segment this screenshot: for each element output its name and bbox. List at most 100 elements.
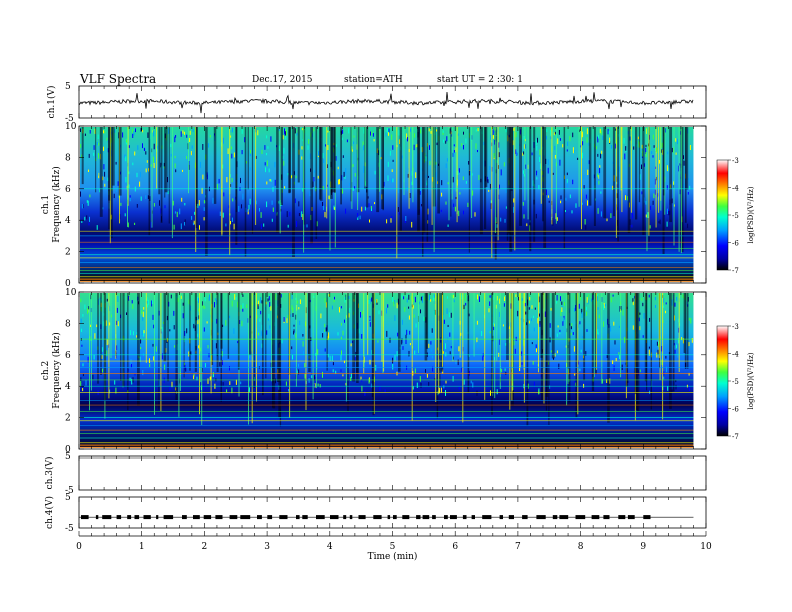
spectrogram-speckle	[247, 209, 249, 212]
spectrogram-speckle	[255, 155, 257, 159]
spectrogram-speckle	[353, 135, 355, 138]
spectrogram-speckle	[538, 185, 540, 190]
colorbar-ticklabel: -6	[732, 240, 739, 248]
spectrogram-speckle	[141, 310, 143, 315]
spectrogram-speckle	[394, 354, 396, 361]
spectrogram-speckle	[503, 303, 505, 307]
spectrogram-speckle	[470, 170, 472, 175]
spectrogram-speckle	[361, 311, 363, 315]
spectrogram-streak	[351, 127, 353, 209]
spectrogram-streak	[506, 293, 509, 360]
spectrogram-speckle	[309, 190, 311, 197]
spectrogram-speckle	[304, 373, 306, 379]
spectrogram-speckle	[115, 387, 117, 394]
spectrogram-speckle	[274, 179, 276, 186]
spectrogram-streak	[431, 127, 433, 225]
spectrogram-streak	[467, 293, 470, 393]
spectrogram-streak	[450, 127, 452, 217]
spectrogram-speckle	[235, 297, 237, 300]
spectrogram-speckle	[655, 305, 656, 308]
spectrogram-speckle	[327, 353, 329, 358]
spectrogram-streak	[160, 127, 163, 223]
spectrogram-streak	[673, 127, 675, 246]
ch4-pulse	[603, 515, 610, 520]
spectrogram-speckle	[550, 350, 552, 353]
spectrogram-speckle	[445, 352, 447, 357]
spectrogram-streak	[678, 127, 680, 252]
spectrogram-speckle	[207, 345, 209, 349]
spectrogram-speckle	[280, 294, 282, 298]
spectrogram-speckle	[360, 376, 362, 380]
spectrogram-speckle	[328, 195, 330, 200]
spectrogram-speckle	[453, 150, 455, 153]
spectrogram-speckle	[387, 161, 389, 167]
spectrogram-speckle	[324, 329, 326, 332]
spectrogram-speckle	[539, 156, 541, 162]
spectrogram-speckle	[237, 301, 239, 308]
spectrogram-speckle	[488, 308, 490, 313]
spectrogram-speckle	[298, 213, 300, 217]
spectrogram-speckle	[586, 329, 588, 332]
spectrogram-speckle	[261, 149, 263, 154]
spectrogram-speckle	[661, 149, 663, 153]
spectrogram-speckle	[599, 167, 601, 174]
spectrogram-speckle	[140, 128, 142, 132]
spectrogram-speckle	[392, 363, 394, 370]
spectrogram-streak	[200, 293, 202, 383]
spectrogram-speckle	[457, 171, 459, 175]
spectrogram-speckle	[401, 155, 403, 159]
spectrogram-speckle	[405, 334, 407, 339]
x-ticklabel: 2	[202, 542, 208, 552]
spectrogram-speckle	[619, 354, 621, 360]
spectrogram-speckle	[496, 389, 498, 395]
spectrogram-speckle	[349, 183, 351, 186]
spectrogram-speckle	[528, 307, 530, 310]
spectrogram-speckle	[535, 213, 537, 219]
spectrogram-speckle	[513, 206, 514, 213]
spectrogram-speckle	[449, 332, 451, 337]
spectrogram-speckle	[445, 390, 446, 396]
spectrogram-speckle	[573, 149, 575, 153]
spectrogram-speckle	[355, 351, 357, 355]
spectrogram-speckle	[102, 368, 103, 373]
spectrogram-speckle	[298, 369, 300, 375]
spectrogram-speckle	[492, 322, 494, 325]
spectrogram-speckle	[313, 295, 315, 298]
ch4-pulse	[499, 515, 503, 520]
spectrogram-speckle	[458, 346, 460, 352]
spectrogram-streak	[195, 127, 197, 252]
spectrogram-speckle	[447, 296, 448, 299]
spectrogram-streak	[459, 293, 461, 358]
spectrogram-speckle	[104, 130, 106, 134]
spectrogram-speckle	[109, 305, 111, 311]
spectrogram-streak	[620, 127, 622, 191]
spectrogram-speckle	[493, 134, 494, 139]
spectrogram-speckle	[230, 184, 232, 187]
spectrogram-speckle	[668, 167, 670, 172]
spectrogram-speckle	[445, 343, 446, 350]
spectrogram-streak	[168, 127, 170, 224]
spectrogram-speckle	[186, 134, 188, 138]
spectrogram-speckle	[258, 362, 260, 367]
spectrogram-streak	[95, 127, 97, 193]
spectrogram-streak	[567, 293, 569, 384]
spectrogram-speckle	[581, 312, 583, 318]
spectrogram-speckle	[443, 139, 444, 143]
spectrogram-speckle	[645, 144, 647, 148]
spectrogram-streak	[484, 127, 487, 229]
spectrogram-speckle	[404, 307, 406, 312]
spectrogram-speckle	[690, 317, 692, 324]
spectrogram-speckle	[81, 344, 83, 347]
ch4-pulse	[95, 515, 99, 520]
spectrogram-speckle	[245, 161, 247, 164]
spectrogram-speckle	[184, 219, 186, 225]
spectrogram-speckle	[150, 221, 152, 228]
spectrogram-speckle	[142, 129, 144, 133]
spectrogram-speckle	[579, 368, 581, 372]
spectrogram-speckle	[317, 175, 319, 179]
start-time-label: start UT = 2 :30: 1	[437, 75, 523, 85]
spectrogram-speckle	[298, 201, 300, 207]
spectrogram-speckle	[322, 202, 323, 206]
spectrogram-speckle	[562, 321, 564, 326]
spectrogram-speckle	[325, 144, 327, 147]
